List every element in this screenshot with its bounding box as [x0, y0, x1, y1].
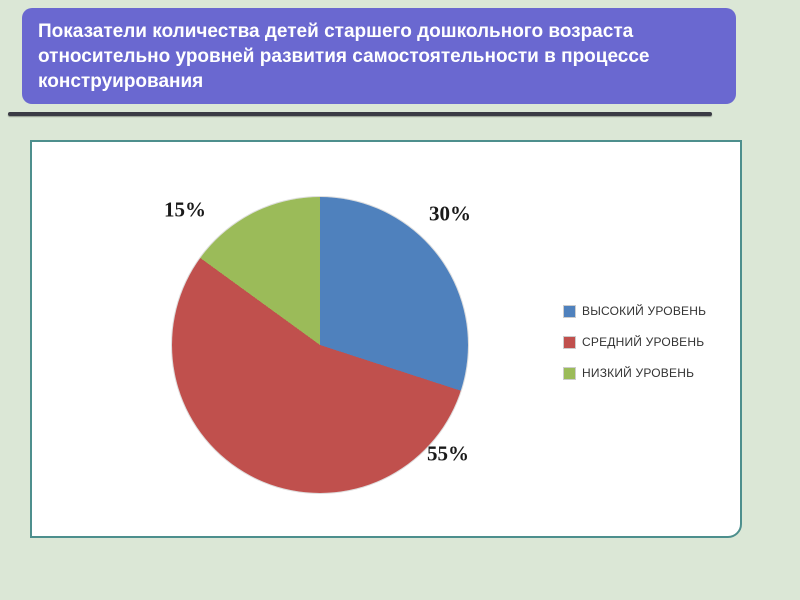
legend-swatch-low [564, 367, 575, 379]
chart-legend: ВЫСОКИЙ УРОВЕНЬ СРЕДНИЙ УРОВЕНЬ НИЗКИЙ У… [564, 304, 706, 380]
pie-label-high-level: 30% [429, 201, 471, 226]
legend-label-high: ВЫСОКИЙ УРОВЕНЬ [582, 304, 707, 318]
legend-label-low: НИЗКИЙ УРОВЕНЬ [582, 366, 695, 380]
legend-swatch-mid [564, 336, 575, 348]
legend-item-high: ВЫСОКИЙ УРОВЕНЬ [564, 304, 706, 318]
legend-swatch-high [564, 305, 575, 317]
title-underline-divider [8, 112, 712, 116]
slide-title-banner: Показатели количества детей старшего дош… [22, 8, 736, 105]
chart-panel: 15% 30% 55% ВЫСОКИЙ УРОВЕНЬ СРЕДНИЙ УРОВ… [30, 140, 742, 538]
pie-label-mid-level: 55% [427, 441, 469, 466]
pie-chart [172, 197, 468, 493]
slide-title: Показатели количества детей старшего дош… [38, 21, 650, 93]
legend-label-mid: СРЕДНИЙ УРОВЕНЬ [582, 335, 705, 349]
pie-label-low-level: 15% [164, 197, 206, 222]
legend-item-low: НИЗКИЙ УРОВЕНЬ [564, 366, 706, 380]
legend-item-mid: СРЕДНИЙ УРОВЕНЬ [564, 335, 706, 349]
